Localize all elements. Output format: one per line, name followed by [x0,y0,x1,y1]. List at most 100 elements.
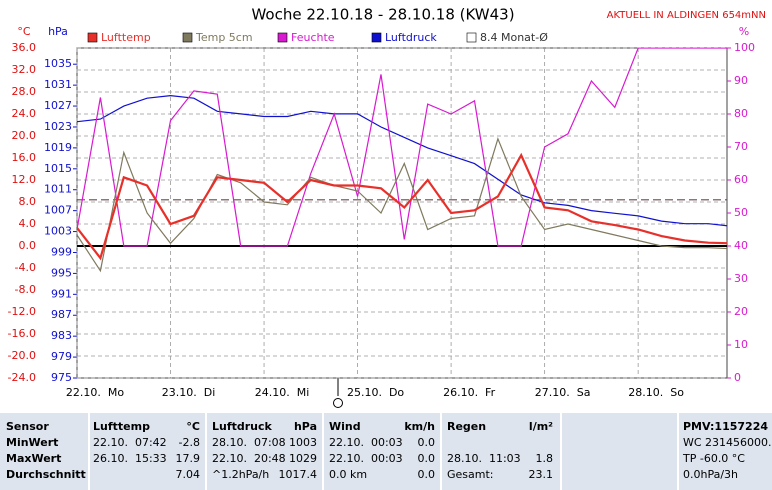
x-tick-label: 27.10. Sa [535,386,591,399]
y-tick-label: 8.0 [19,195,37,208]
chart: Woche 22.10.18 - 28.10.18 (KW43) AKTUELL… [8,6,766,408]
y2-tick-label: 1027 [44,99,72,112]
y-tick-label: -8.0 [15,283,36,296]
table-cell: 1017.4 [278,468,318,481]
scroll-handle[interactable] [333,398,343,408]
legend-swatch [87,32,98,43]
x-tick-label: 25.10. Do [347,386,404,399]
column-separator [205,413,207,490]
plot-area [76,47,728,379]
table-cell: 1003 [289,436,317,449]
y2-tick-label: 975 [51,371,72,384]
table-header: °C [186,420,200,433]
y-tick-label: 20.0 [12,129,37,142]
table-cell: 28.10. 07:08 [212,436,286,449]
y3-tick-label: 40 [734,239,748,252]
y2-tick-label: 983 [51,329,72,342]
table-header: PMV:1157224 [683,420,769,433]
legend-label: Feuchte [291,31,335,44]
table-cell: 1.8 [535,452,554,465]
table-header: Wind [329,420,361,433]
table-cell: WC 231456000.0 [683,436,772,449]
y-tick-label: 24.0 [12,107,37,120]
column-separator [560,413,562,490]
legend-label: 8.4 Monat-Ø [480,31,548,44]
table-header: l/m² [528,420,553,433]
table-cell: Durchschnitt [6,468,86,481]
y3-tick-label: 80 [734,107,748,120]
table-header: hPa [293,420,317,433]
y3-tick-label: 60 [734,173,748,186]
y2-tick-label: 1019 [44,141,72,154]
table-cell: -2.8 [178,436,200,449]
y-tick-label: 36.0 [12,41,37,54]
y3-tick-label: 10 [734,338,748,351]
table-cell: MaxWert [6,452,62,465]
table-cell: 22.10. 00:03 [329,436,403,449]
y3-tick-label: 30 [734,272,748,285]
y2-tick-label: 1035 [44,57,72,70]
y-tick-label: 28.0 [12,85,37,98]
y2-tick-label: 979 [51,350,72,363]
chart-title: Woche 22.10.18 - 28.10.18 (KW43) [251,6,514,24]
table-cell: MinWert [6,436,59,449]
y3-tick-label: 20 [734,305,748,318]
series-line [77,48,727,247]
legend-label: Luftdruck [385,31,437,44]
y2-tick-label: 991 [51,287,72,300]
y2-tick-label: 999 [51,245,72,258]
y-tick-label: 0.0 [19,239,37,252]
y-tick-label: -24.0 [8,371,36,384]
table-cell: 0.0 [417,468,436,481]
y-tick-label: 12.0 [12,173,37,186]
table-cell: 23.1 [528,468,554,481]
table-cell: 0.0 [417,452,436,465]
table-cell: 0.0 [417,436,436,449]
y2-tick-label: 1011 [44,183,72,196]
table-cell: 22.10. 00:03 [329,452,403,465]
table-cell: 26.10. 15:33 [93,452,167,465]
table-header: Regen [447,420,487,433]
y3-tick-label: 0 [734,371,741,384]
column-separator [677,413,679,490]
x-tick-label: 23.10. Di [162,386,216,399]
y-tick-label: 32.0 [12,63,37,76]
table-cell: 7.04 [175,468,201,481]
table-cell: TP -60.0 °C [683,452,745,465]
y-tick-label: 16.0 [12,151,37,164]
y2-tick-label: 1003 [44,225,72,238]
legend-swatch [182,32,193,43]
table-header: km/h [404,420,435,433]
y-tick-label: 4.0 [19,217,37,230]
y3-unit: % [739,25,749,38]
y-tick-label: -12.0 [8,305,36,318]
legend-swatch [277,32,288,43]
column-separator [322,413,324,490]
table-cell: 0.0 km [329,468,368,481]
y3-tick-label: 70 [734,140,748,153]
y-unit: °C [17,25,31,38]
y2-tick-label: 995 [51,266,72,279]
y2-tick-label: 1023 [44,120,72,133]
legend-label: Lufttemp [101,31,151,44]
table-header: Luftdruck [212,420,272,433]
x-tick-label: 26.10. Fr [443,386,496,399]
y-tick-label: -20.0 [8,349,36,362]
x-tick-label: 28.10. So [628,386,684,399]
table-header: Lufttemp [93,420,150,433]
table-cell: 0.0hPa/3h [683,468,739,481]
table-cell: 28.10. 11:03 [447,452,521,465]
column-separator [88,413,90,490]
column-separator [440,413,442,490]
y2-tick-label: 1015 [44,162,72,175]
table-cell: 22.10. 20:48 [212,452,286,465]
legend-swatch [371,32,382,43]
series-line [77,152,727,261]
table-cell: Gesamt: [447,468,494,481]
x-tick-label: 24.10. Mi [255,386,310,399]
y-tick-label: -16.0 [8,327,36,340]
y2-tick-label: 1031 [44,78,72,91]
table-cell: 1029 [289,452,317,465]
series-line [77,136,727,273]
